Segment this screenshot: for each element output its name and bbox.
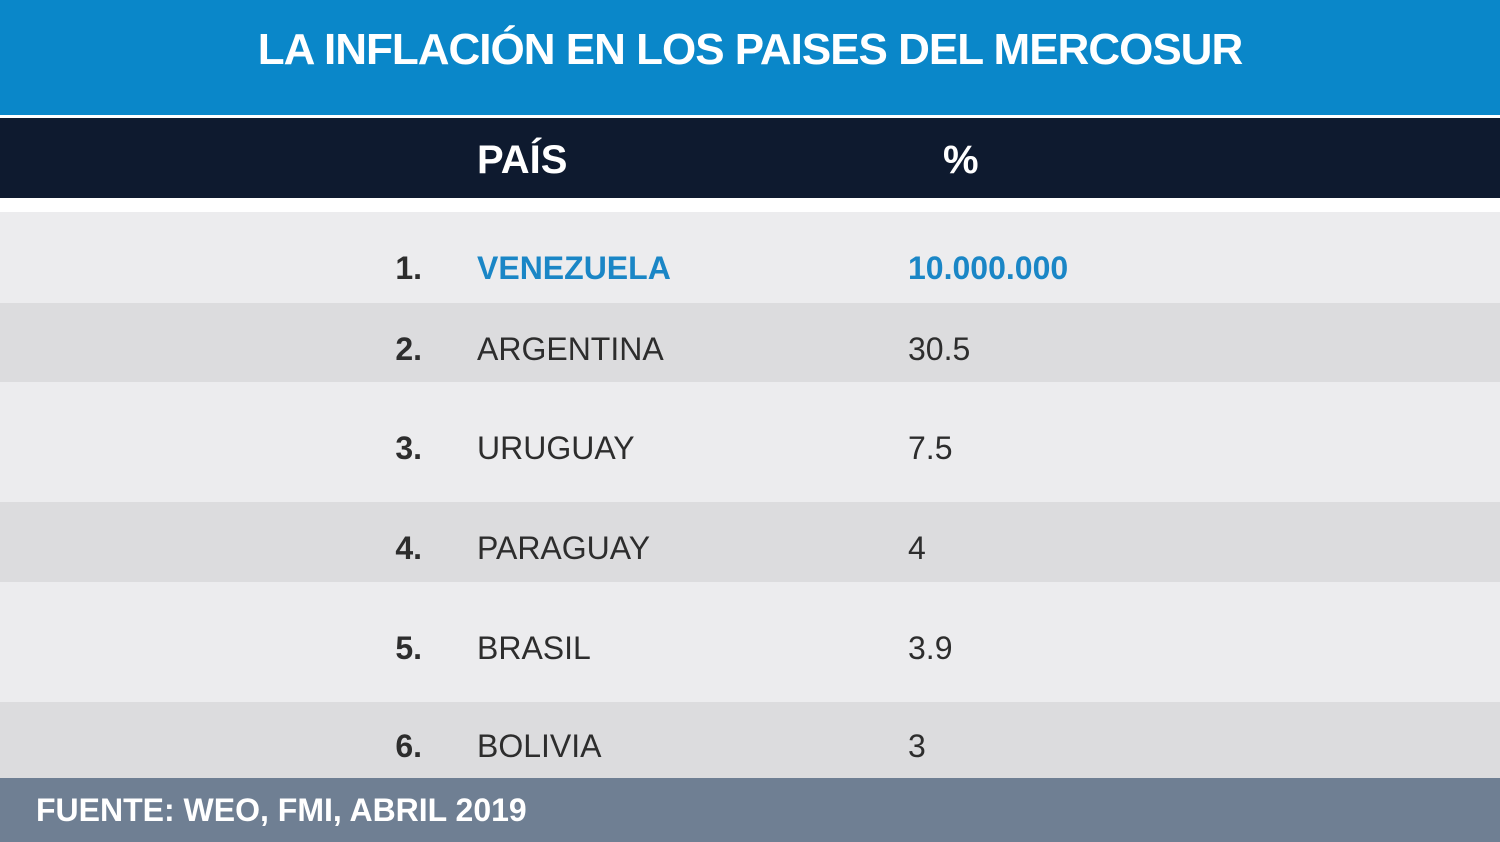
rank: 5. xyxy=(395,630,422,666)
source: FUENTE: WEO, FMI, ABRIL 2019 xyxy=(36,792,527,828)
column-header: PAÍS xyxy=(477,138,568,182)
value: 10.000.000 xyxy=(908,250,1069,286)
value: 3.9 xyxy=(908,630,953,666)
table-row xyxy=(0,702,1500,778)
rank: 4. xyxy=(395,530,422,566)
rank: 6. xyxy=(395,728,422,764)
table-row xyxy=(0,303,1500,382)
rank: 3. xyxy=(395,430,422,466)
country: ARGENTINA xyxy=(477,330,664,367)
table-row xyxy=(0,212,1500,303)
value: 7.5 xyxy=(908,430,953,466)
column-header: % xyxy=(943,138,979,182)
title-bar xyxy=(0,0,1500,115)
rank: 1. xyxy=(395,250,422,286)
table-row xyxy=(0,582,1500,702)
country: BOLIVIA xyxy=(477,728,602,764)
country: URUGUAY xyxy=(477,430,635,466)
country: BRASIL xyxy=(477,630,591,666)
value: 4 xyxy=(908,530,926,566)
title: LA INFLACIÓN EN LOS PAISES DEL MERCOSUR xyxy=(257,25,1243,74)
value: 3 xyxy=(908,728,926,764)
country: PARAGUAY xyxy=(477,530,651,566)
table-row xyxy=(0,382,1500,502)
value: 30.5 xyxy=(908,330,971,367)
footer-bar xyxy=(0,778,1500,842)
country: VENEZUELA xyxy=(477,250,671,286)
rank: 2. xyxy=(395,330,422,367)
table-row xyxy=(0,502,1500,582)
header-bar xyxy=(0,118,1500,198)
